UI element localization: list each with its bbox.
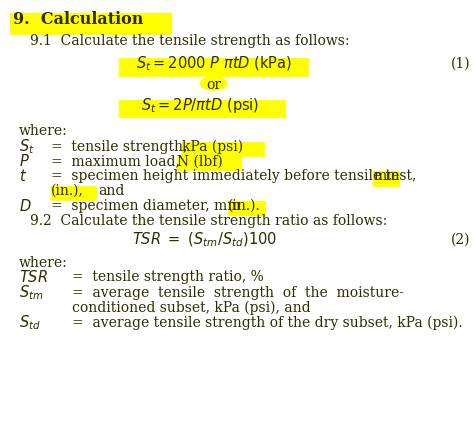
FancyBboxPatch shape (51, 187, 97, 202)
Text: =  specimen diameter, mm: = specimen diameter, mm (51, 199, 241, 213)
Text: or: or (206, 78, 221, 92)
FancyBboxPatch shape (118, 59, 309, 78)
FancyBboxPatch shape (228, 202, 266, 216)
Ellipse shape (200, 77, 228, 92)
Text: =  maximum load,: = maximum load, (51, 154, 180, 168)
Text: where:: where: (18, 255, 67, 269)
Text: 9.1  Calculate the tensile strength as follows:: 9.1 Calculate the tensile strength as fo… (30, 34, 350, 48)
Text: 9.  Calculation: 9. Calculation (13, 11, 144, 28)
Text: and: and (99, 184, 125, 197)
FancyBboxPatch shape (182, 142, 265, 158)
Text: =  tensile strength ratio, %: = tensile strength ratio, % (72, 270, 264, 283)
Text: $P$: $P$ (18, 153, 29, 169)
Text: $S_t = 2000\ P\ \pi tD\ \mathrm{(kPa)}$: $S_t = 2000\ P\ \pi tD\ \mathrm{(kPa)}$ (136, 55, 292, 73)
Text: =  specimen height immediately before tensile test,: = specimen height immediately before ten… (51, 169, 417, 183)
Text: where:: where: (18, 124, 67, 138)
Text: N (lbf): N (lbf) (177, 154, 222, 168)
Text: $D$: $D$ (18, 198, 31, 213)
Text: =  tensile strength,: = tensile strength, (51, 139, 188, 153)
Text: (2): (2) (451, 232, 470, 246)
Text: =  average tensile strength of the dry subset, kPa (psi).: = average tensile strength of the dry su… (72, 315, 463, 330)
Text: (1): (1) (451, 57, 470, 71)
Text: conditioned subset, kPa (psi), and: conditioned subset, kPa (psi), and (72, 300, 311, 314)
Text: (in.),: (in.), (51, 184, 84, 197)
FancyBboxPatch shape (373, 172, 400, 187)
Text: $TSR\ =\ (S_{tm}/S_{td})100$: $TSR\ =\ (S_{tm}/S_{td})100$ (132, 230, 277, 248)
Text: $S_t = 2P/\pi tD\ \mathrm{(psi)}$: $S_t = 2P/\pi tD\ \mathrm{(psi)}$ (141, 96, 259, 115)
Text: =  average  tensile  strength  of  the  moisture-: = average tensile strength of the moistu… (72, 285, 404, 299)
Text: $S_t$: $S_t$ (18, 137, 34, 155)
Text: mm: mm (373, 169, 400, 183)
Text: kPa (psi): kPa (psi) (182, 139, 243, 153)
Text: $S_{td}$: $S_{td}$ (18, 313, 40, 332)
FancyBboxPatch shape (177, 157, 242, 172)
Text: $TSR$: $TSR$ (18, 268, 48, 285)
FancyBboxPatch shape (118, 101, 286, 119)
Text: 9.2  Calculate the tensile strength ratio as follows:: 9.2 Calculate the tensile strength ratio… (30, 213, 388, 227)
FancyBboxPatch shape (10, 14, 172, 35)
Text: $S_{tm}$: $S_{tm}$ (18, 283, 43, 302)
Text: (in.).: (in.). (228, 199, 260, 213)
Text: $t$: $t$ (18, 168, 27, 184)
